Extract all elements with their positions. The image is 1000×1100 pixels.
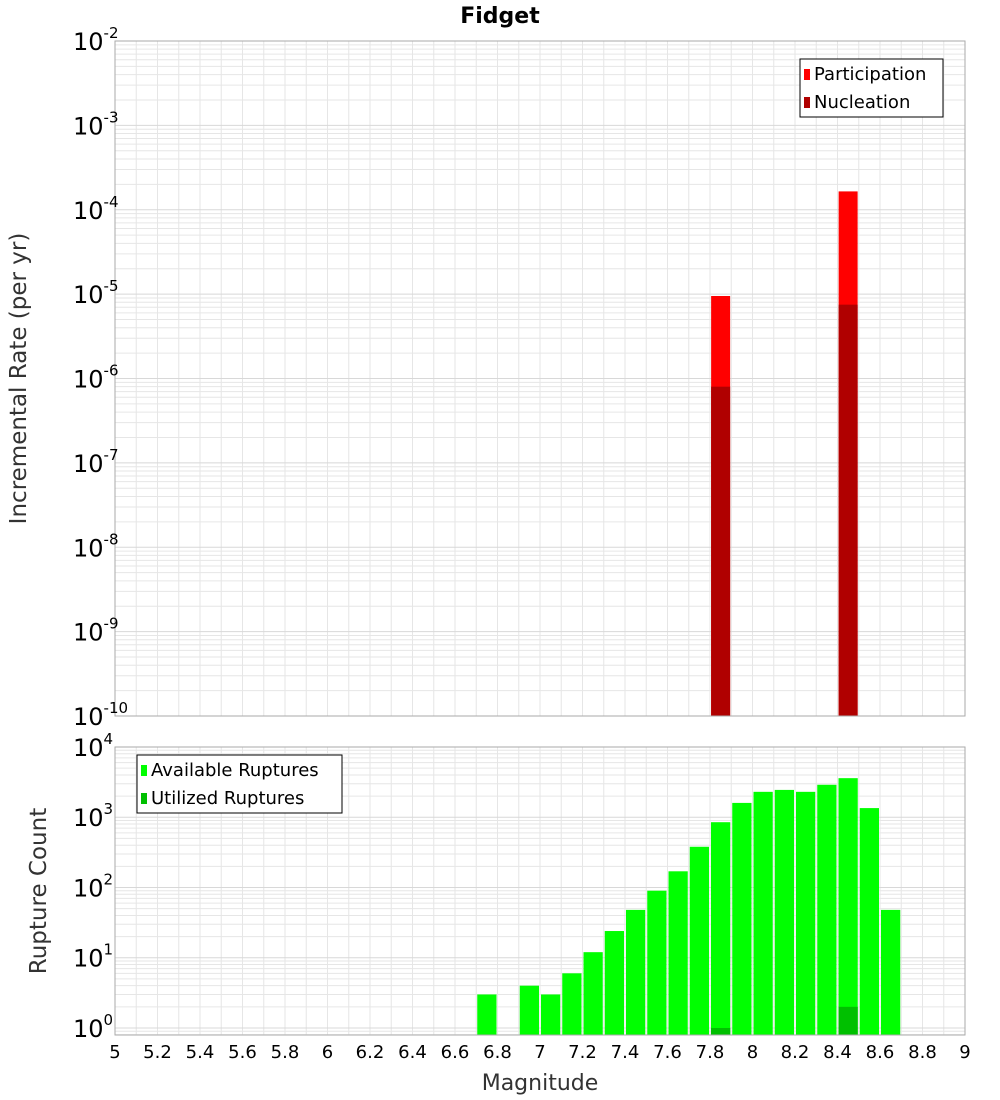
y-tick-label: 10-6: [73, 362, 119, 394]
count-bar-available-ruptures: [838, 778, 858, 1035]
y-tick-label: 100: [73, 1011, 113, 1043]
count-bar-available-ruptures: [583, 952, 603, 1035]
y-tick-label: 10-9: [73, 615, 119, 647]
legend-box: [136, 754, 343, 814]
rate-bar-nucleation: [711, 386, 731, 716]
y-tick-label: 10-10: [73, 699, 128, 731]
x-tick-label: 6: [322, 1042, 333, 1063]
y-tick-label: 102: [73, 870, 113, 902]
y-tick-label: 10-8: [73, 530, 119, 562]
count-bar-available-ruptures: [774, 789, 794, 1035]
count-bar-available-ruptures: [668, 871, 688, 1035]
x-tick-label: 6.8: [483, 1042, 512, 1063]
x-tick-label: 7.4: [611, 1042, 640, 1063]
count-bar-available-ruptures: [647, 890, 667, 1035]
count-bar-available-ruptures: [753, 791, 773, 1035]
legend-box: [799, 58, 944, 118]
legend-label: Participation: [814, 64, 926, 85]
x-tick-label: 5: [109, 1042, 120, 1063]
x-tick-label: 7: [534, 1042, 545, 1063]
legend-label: Nucleation: [814, 92, 910, 113]
x-tick-label: 9: [959, 1042, 970, 1063]
x-tick-label: 6.6: [441, 1042, 470, 1063]
count-panel: 100 101 102 103 104 Rupture Count Available …: [26, 730, 966, 1043]
x-axis-label: Magnitude: [482, 1071, 599, 1096]
count-bar-available-ruptures: [732, 802, 752, 1035]
x-tick-label: 5.2: [143, 1042, 172, 1063]
x-tick-label: 7.8: [696, 1042, 725, 1063]
legend-swatch: [804, 97, 810, 108]
count-bar-available-ruptures: [562, 973, 582, 1035]
count-y-ticks: 100 101 102 103 104: [73, 730, 113, 1043]
y-tick-label: 10-5: [73, 277, 119, 309]
count-bar-available-ruptures: [477, 994, 497, 1035]
rate-panel: 10-2 10-3 10-4 10-5 10-6 10-7 10-8 10-9 10-10 In…: [6, 24, 966, 731]
legend-label: Available Ruptures: [151, 760, 319, 781]
rate-grid: [114, 41, 966, 717]
x-tick-label: 6.4: [398, 1042, 427, 1063]
x-tick-label: 8.8: [908, 1042, 937, 1063]
x-tick-label: 7.2: [568, 1042, 597, 1063]
y-tick-label: 10-4: [73, 193, 119, 225]
y-tick-label: 104: [73, 730, 113, 762]
chart-title: Fidget: [460, 4, 540, 29]
x-tick-label: 8.2: [781, 1042, 810, 1063]
legend-label: Utilized Ruptures: [151, 788, 304, 809]
count-bar-available-ruptures: [626, 909, 646, 1035]
y-tick-label: 10-3: [73, 108, 119, 140]
x-axis-ticks: 5 5.2 5.4 5.6 5.8 6 6.2 6.4 6.6 6.8 7 7.2 7.4 7.6 7.8 8…: [109, 1042, 970, 1063]
x-tick-label: 5.8: [271, 1042, 300, 1063]
rate-y-axis-label: Incremental Rate (per yr): [6, 233, 32, 525]
x-tick-label: 8.6: [866, 1042, 895, 1063]
count-bar-available-ruptures: [689, 846, 709, 1035]
count-bar-available-ruptures: [859, 808, 879, 1035]
legend-swatch: [141, 793, 147, 804]
count-bar-utilized-ruptures: [838, 1006, 858, 1035]
count-bars: [477, 778, 901, 1035]
y-tick-label: 103: [73, 800, 113, 832]
x-tick-label: 7.6: [653, 1042, 682, 1063]
y-tick-label: 101: [73, 941, 113, 973]
count-bar-available-ruptures: [796, 791, 816, 1035]
y-tick-label: 10-2: [73, 24, 119, 56]
x-tick-label: 8: [747, 1042, 758, 1063]
rate-legend: Participation Nucleation: [799, 58, 944, 118]
count-bar-available-ruptures: [604, 931, 624, 1035]
count-bar-available-ruptures: [817, 784, 837, 1035]
count-bar-available-ruptures: [881, 909, 901, 1035]
count-plot-frame: [114, 746, 966, 1036]
rate-bar-nucleation: [838, 304, 858, 716]
count-y-axis-label: Rupture Count: [26, 808, 52, 974]
x-tick-label: 5.6: [228, 1042, 257, 1063]
count-legend: Available Ruptures Utilized Ruptures: [136, 754, 343, 814]
rate-bars: [711, 191, 858, 717]
y-tick-label: 10-7: [73, 446, 119, 478]
rate-y-ticks: 10-2 10-3 10-4 10-5 10-6 10-7 10-8 10-9 10-10: [73, 24, 128, 731]
count-bar-available-ruptures: [519, 985, 539, 1035]
rate-plot-frame: [114, 40, 966, 717]
x-tick-label: 6.2: [356, 1042, 385, 1063]
legend-swatch: [804, 69, 810, 80]
x-tick-label: 8.4: [823, 1042, 852, 1063]
x-tick-label: 5.4: [186, 1042, 215, 1063]
count-bar-available-ruptures: [711, 822, 731, 1035]
legend-swatch: [141, 765, 147, 776]
count-bar-utilized-ruptures: [711, 1027, 731, 1035]
count-bar-available-ruptures: [541, 994, 561, 1035]
